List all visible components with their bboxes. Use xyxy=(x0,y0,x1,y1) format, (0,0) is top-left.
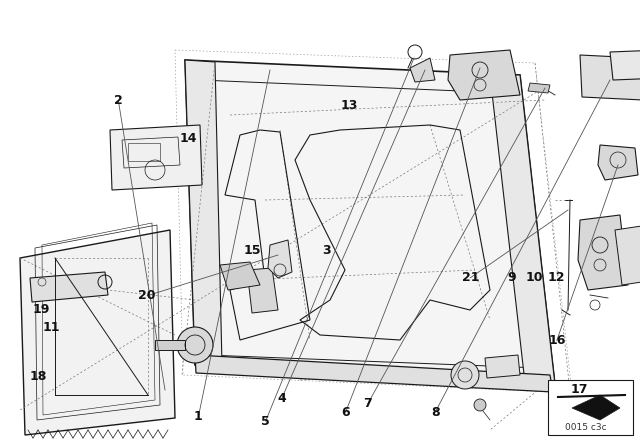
Text: 7: 7 xyxy=(364,396,372,410)
Text: 3: 3 xyxy=(322,244,331,258)
Polygon shape xyxy=(598,145,638,180)
Text: 15: 15 xyxy=(244,244,262,258)
Polygon shape xyxy=(110,125,202,190)
Polygon shape xyxy=(30,272,108,302)
Bar xyxy=(548,380,633,435)
Circle shape xyxy=(451,361,479,389)
Polygon shape xyxy=(485,355,520,378)
Text: 13: 13 xyxy=(340,99,358,112)
Text: 20: 20 xyxy=(138,289,156,302)
Text: 8: 8 xyxy=(431,405,440,419)
Polygon shape xyxy=(490,75,555,385)
Polygon shape xyxy=(268,240,292,278)
Polygon shape xyxy=(195,355,553,392)
Circle shape xyxy=(474,399,486,411)
Polygon shape xyxy=(185,60,555,385)
Text: 11: 11 xyxy=(42,320,60,334)
Polygon shape xyxy=(528,83,550,93)
Polygon shape xyxy=(20,230,175,435)
Text: 9: 9 xyxy=(508,271,516,284)
Polygon shape xyxy=(185,60,222,365)
Polygon shape xyxy=(578,215,628,290)
Polygon shape xyxy=(220,262,260,290)
Text: 6: 6 xyxy=(341,405,350,419)
Text: 21: 21 xyxy=(461,271,479,284)
Polygon shape xyxy=(410,58,435,82)
Text: 10: 10 xyxy=(525,271,543,284)
Text: 2: 2 xyxy=(114,94,123,108)
Text: 17: 17 xyxy=(570,383,588,396)
Circle shape xyxy=(177,327,213,363)
Text: 0015 c3c: 0015 c3c xyxy=(565,422,607,431)
Polygon shape xyxy=(615,78,640,87)
Text: 16: 16 xyxy=(548,334,566,347)
Polygon shape xyxy=(615,225,640,285)
Polygon shape xyxy=(610,50,640,80)
Bar xyxy=(128,143,160,161)
Polygon shape xyxy=(247,268,278,313)
Text: 12: 12 xyxy=(548,271,566,284)
Text: 14: 14 xyxy=(180,132,198,146)
Text: 19: 19 xyxy=(33,302,51,316)
Polygon shape xyxy=(448,50,520,100)
Polygon shape xyxy=(572,395,620,420)
Text: 1: 1 xyxy=(194,410,203,423)
Text: 4: 4 xyxy=(277,392,286,405)
Text: 5: 5 xyxy=(261,414,270,428)
Text: 18: 18 xyxy=(29,370,47,383)
Bar xyxy=(155,340,185,350)
Polygon shape xyxy=(580,55,640,100)
